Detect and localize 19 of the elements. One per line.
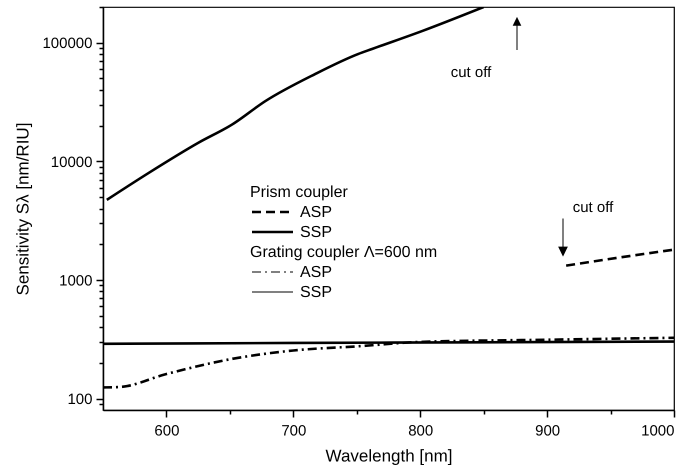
x-tick-label: 700 xyxy=(281,422,306,440)
legend-label: SSP xyxy=(300,284,332,301)
legend-label: ASP xyxy=(300,264,332,281)
y-tick-label: 1000 xyxy=(59,272,92,290)
y-tick-label: 100 xyxy=(67,391,92,408)
annotation: Prism coupler xyxy=(250,184,348,201)
annotation: cut off xyxy=(450,64,492,81)
y-tick-label: 10000 xyxy=(50,154,92,171)
y-tick-label: 100000 xyxy=(42,35,92,52)
x-tick-label: 800 xyxy=(408,422,434,440)
annotation: Grating coupler Λ=600 nm xyxy=(250,244,438,261)
legend-label: SSP xyxy=(300,224,332,241)
x-axis-title: Wavelength [nm] xyxy=(326,446,452,466)
x-tick-label: 1000 xyxy=(641,422,674,440)
legend-label: ASP xyxy=(300,204,332,221)
y-axis-title: Sensitivity Sλ [nm/RIU] xyxy=(13,122,32,296)
annotation: cut off xyxy=(572,199,614,216)
x-tick-label: 600 xyxy=(154,422,180,440)
x-tick-label: 900 xyxy=(535,422,560,440)
